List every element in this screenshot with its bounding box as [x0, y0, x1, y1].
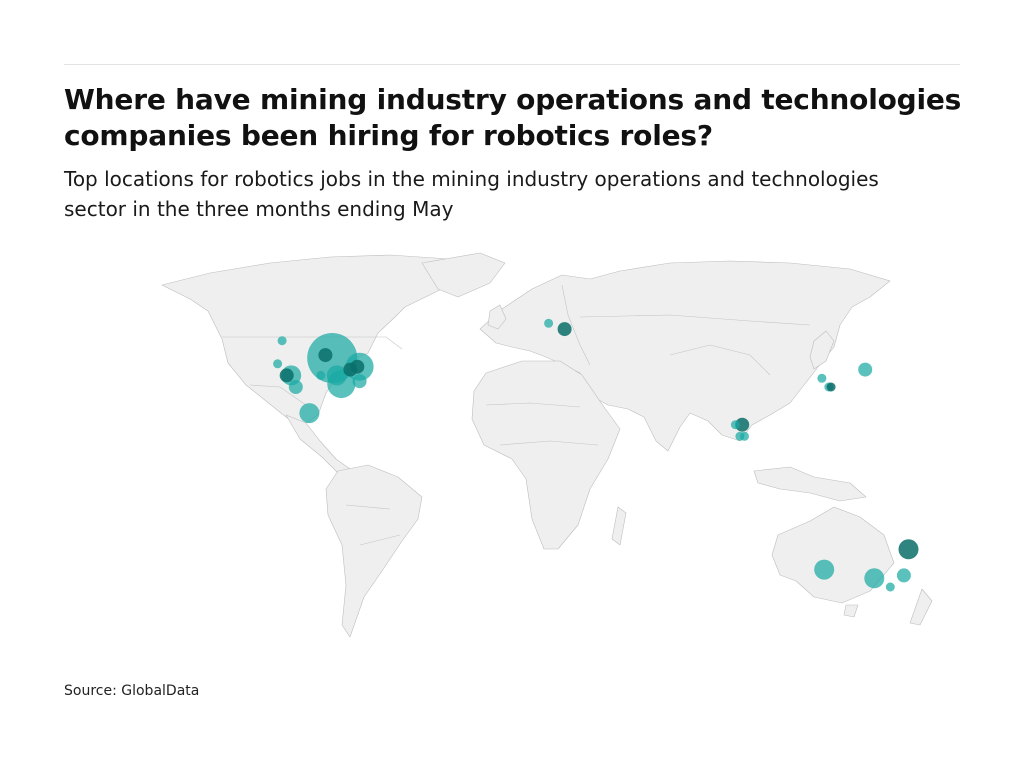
location-marker	[544, 318, 554, 328]
landmass-greenland	[421, 252, 506, 298]
location-marker	[350, 359, 365, 374]
location-marker	[316, 370, 326, 380]
border-us-mexico	[249, 384, 307, 406]
marker-layer	[273, 318, 919, 592]
chart-title: Where have mining industry operations an…	[64, 83, 962, 152]
landmass-new-zealand	[909, 588, 933, 626]
border-china-west	[669, 344, 771, 376]
location-marker	[898, 539, 919, 560]
chart-subtitle: Top locations for robotics jobs in the m…	[64, 167, 879, 221]
location-marker	[277, 336, 287, 346]
border-africa-mid	[499, 440, 599, 446]
location-marker	[814, 559, 835, 580]
landmass-british-isles	[487, 304, 507, 330]
border-us-canada	[222, 336, 403, 350]
location-marker	[352, 374, 367, 389]
source-note: Source: GlobalData	[64, 683, 200, 699]
location-marker	[826, 382, 836, 392]
location-marker	[740, 431, 749, 441]
landmass-australia	[771, 506, 895, 604]
landmass-madagascar	[611, 506, 627, 546]
location-marker	[326, 365, 347, 386]
location-marker	[273, 359, 283, 369]
landmass-africa	[471, 360, 621, 550]
landmass-maritime-asia	[753, 466, 867, 502]
location-marker	[288, 380, 303, 394]
location-marker	[885, 582, 895, 592]
location-marker	[318, 348, 333, 363]
border-layer	[222, 284, 811, 546]
border-europe-asia	[561, 284, 591, 366]
location-marker	[817, 373, 827, 383]
world-map	[161, 252, 933, 638]
land-layer	[161, 252, 933, 638]
location-marker	[896, 568, 911, 583]
top-divider	[64, 64, 960, 65]
location-marker	[299, 403, 320, 424]
location-marker	[864, 568, 885, 589]
border-sahara	[485, 402, 581, 408]
location-marker	[730, 420, 740, 430]
landmass-south-america	[325, 464, 423, 638]
location-marker	[279, 368, 294, 383]
border-russia-south	[579, 314, 811, 326]
landmass-central-america	[285, 414, 351, 474]
location-marker	[858, 362, 873, 377]
location-marker	[557, 322, 572, 337]
location-marker	[735, 417, 750, 432]
border-south-america	[345, 504, 401, 546]
landmass-tasmania	[843, 604, 859, 618]
landmass-japan	[809, 330, 835, 370]
